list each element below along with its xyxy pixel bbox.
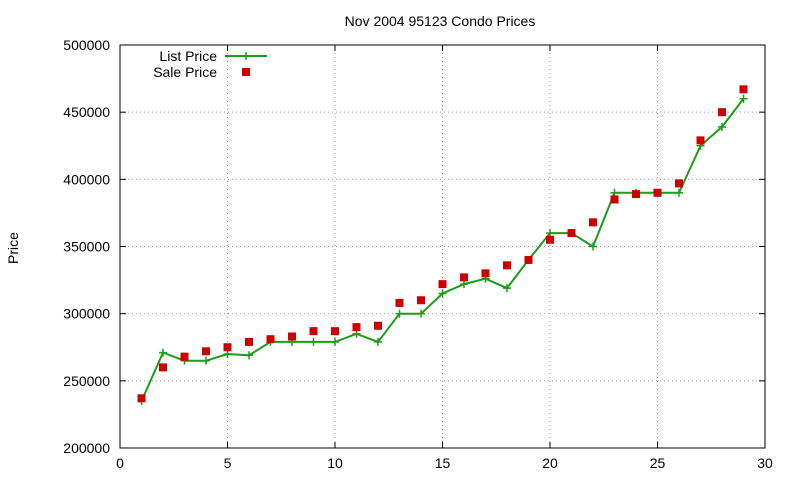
plot-frame: [119, 44, 766, 449]
list-price-point: [589, 242, 597, 251]
list-price-point: [245, 351, 253, 360]
list-price-point: [460, 280, 468, 289]
chart-title: Nov 2004 95123 Condo Prices: [345, 13, 536, 29]
sale-price-point: [266, 335, 275, 344]
sale-price-point: [309, 327, 318, 336]
axis-ticks: 200000 250000 300000 350000 400000 450000 5000…: [63, 37, 773, 471]
list-price-point: [202, 356, 210, 365]
list-price-point: [223, 349, 232, 358]
list-price-point: [417, 309, 425, 318]
sale-price-point: [481, 269, 490, 278]
list-price-point: [331, 337, 339, 346]
list-price-point: [503, 284, 511, 293]
list-price-point: [546, 229, 554, 238]
list-price-point: [718, 122, 726, 131]
sale-price-point: [696, 136, 705, 145]
list-price-point: [309, 337, 318, 346]
sale-price-point: [374, 321, 382, 330]
grid-lines: [120, 45, 765, 448]
x-tick-label: 25: [650, 455, 666, 471]
sale-price-point: [460, 273, 468, 282]
sale-price-point: [438, 280, 447, 289]
y-tick-label: 450000: [63, 104, 110, 120]
sale-price-point: [632, 190, 640, 199]
y-tick-label: 250000: [63, 373, 110, 389]
sale-price-point: [739, 85, 748, 94]
sale-price-point: [524, 255, 533, 264]
x-tick-label: 10: [327, 455, 343, 471]
sale-price-point: [223, 343, 232, 352]
sale-price-point: [245, 337, 253, 346]
sale-price-point: [202, 347, 210, 356]
list-price-point: [438, 289, 447, 298]
sale-price-point: [288, 332, 296, 341]
sale-price-point: [137, 394, 146, 403]
x-tick-label: 0: [116, 455, 124, 471]
x-tick-label: 20: [542, 455, 558, 471]
list-price-point: [352, 329, 361, 338]
sale-price-point: [567, 229, 576, 238]
list-price-point: [395, 309, 404, 318]
sale-price-point: [653, 188, 662, 197]
sale-price-point: [159, 363, 167, 372]
x-tick-label: 30: [757, 455, 773, 471]
list-price-point: [159, 348, 167, 357]
sale-price-point: [503, 261, 511, 270]
legend-label-list-price: List Price: [159, 48, 217, 64]
legend-marker-list-price: [242, 52, 250, 60]
sale-price-point: [546, 235, 554, 244]
sale-price-point: [417, 296, 425, 305]
legend-marker-sale-price: [242, 68, 250, 76]
sale-price-point: [352, 323, 361, 332]
sale-price-point: [395, 298, 404, 307]
x-tick-label: 15: [435, 455, 451, 471]
y-tick-label: 350000: [63, 239, 110, 255]
sale-price-point: [675, 179, 683, 188]
legend-label-sale-price: Sale Price: [153, 64, 217, 80]
y-tick-label: 400000: [63, 171, 110, 187]
list-price-point: [374, 337, 382, 346]
sale-price-point: [610, 195, 619, 204]
sale-price-point: [331, 327, 339, 336]
y-tick-label: 300000: [63, 306, 110, 322]
sale-price-point: [180, 352, 189, 361]
sale-price-point: [718, 108, 726, 117]
plot-area: [137, 85, 748, 405]
sale-price-point: [589, 218, 597, 227]
y-tick-label: 200000: [63, 440, 110, 456]
list-price-point: [739, 94, 748, 103]
y-tick-label: 500000: [63, 37, 110, 53]
list-price-point: [610, 188, 619, 197]
x-tick-label: 5: [224, 455, 232, 471]
list-price-point: [675, 188, 683, 197]
y-axis-label: Price: [5, 232, 21, 264]
